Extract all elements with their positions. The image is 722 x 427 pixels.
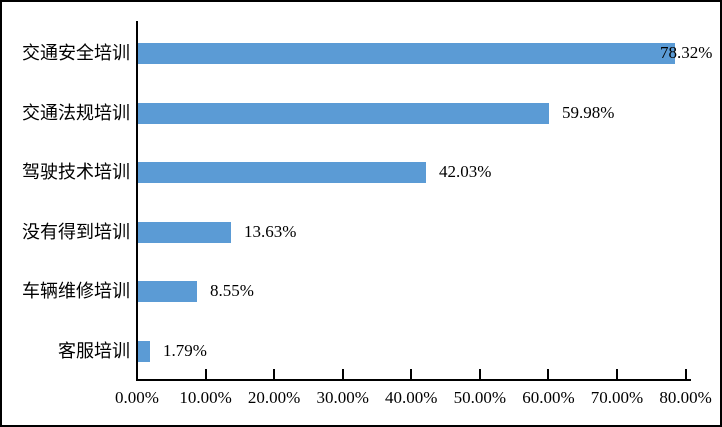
y-axis-line: [136, 21, 138, 381]
x-tick-mark: [547, 369, 550, 379]
value-label: 8.55%: [210, 281, 254, 300]
value-label: 78.32%: [660, 43, 713, 62]
x-tick-label: 20.00%: [247, 388, 301, 407]
value-label: 42.03%: [439, 162, 492, 181]
category-label: 车辆维修培训: [22, 281, 130, 301]
category-label: 交通安全培训: [22, 43, 130, 63]
value-label: 13.63%: [244, 222, 297, 241]
x-tick-mark: [684, 369, 687, 379]
x-axis-line: [136, 379, 691, 381]
x-tick-mark: [341, 369, 344, 379]
bar: [138, 103, 549, 124]
bar: [138, 162, 426, 183]
value-label: 59.98%: [562, 103, 615, 122]
x-tick-mark: [273, 369, 276, 379]
x-tick-label: 0.00%: [115, 388, 159, 407]
x-tick-mark: [204, 369, 207, 379]
category-label: 交通法规培训: [22, 103, 130, 123]
x-tick-mark: [410, 369, 413, 379]
category-label: 没有得到培训: [22, 222, 130, 242]
bar: [138, 341, 150, 362]
x-tick-label: 70.00%: [590, 388, 644, 407]
x-tick-label: 50.00%: [453, 388, 507, 407]
category-label: 驾驶技术培训: [22, 162, 130, 182]
value-label: 1.79%: [163, 341, 207, 360]
x-tick-label: 40.00%: [385, 388, 438, 407]
category-label: 客服培训: [58, 341, 130, 361]
bar: [138, 43, 675, 64]
bar: [138, 222, 231, 243]
x-tick-label: 60.00%: [522, 388, 575, 407]
x-tick-label: 80.00%: [659, 388, 712, 407]
x-tick-mark: [478, 369, 481, 379]
bar: [138, 281, 197, 302]
x-tick-label: 10.00%: [179, 388, 232, 407]
x-tick-label: 30.00%: [316, 388, 369, 407]
x-tick-mark: [615, 369, 618, 379]
